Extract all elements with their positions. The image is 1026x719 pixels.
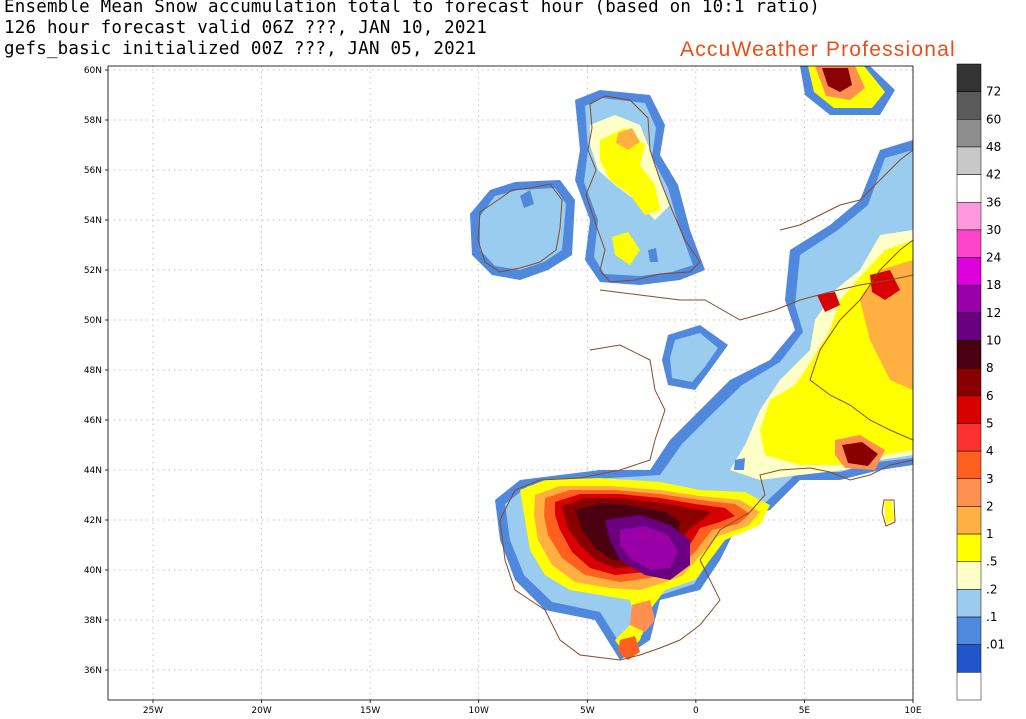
colorbar-label: 24 [986, 251, 1001, 265]
colorbar-label: 1 [986, 527, 994, 541]
colorbar-label: 36 [986, 195, 1001, 209]
lon-label: 10W [469, 706, 489, 716]
snow-area-ireland-inner [480, 188, 566, 270]
colorbar-label: .01 [986, 638, 1005, 652]
colorbar-swatch [956, 616, 982, 645]
lon-label: 20W [251, 706, 271, 716]
colorbar-swatch [956, 423, 982, 452]
colorbar-swatch [956, 229, 982, 258]
lat-label: 48N [84, 366, 102, 376]
snow-contours [470, 66, 913, 660]
colorbar-swatch [956, 533, 982, 562]
colorbar-swatch [956, 340, 982, 369]
colorbar-label: 2 [986, 499, 994, 513]
colorbar-label: 60 [986, 112, 1001, 126]
lat-label: 50N [84, 316, 102, 326]
colorbar-label: 4 [986, 444, 994, 458]
colorbar-label: 72 [986, 85, 1001, 99]
colorbar-label: 6 [986, 389, 994, 403]
lon-label: 0 [693, 706, 699, 716]
colorbar-swatch [956, 395, 982, 424]
coastlines [477, 95, 913, 661]
lat-label: 36N [84, 666, 102, 676]
colorbar-swatch [956, 312, 982, 341]
axis-labels: 60N 58N 56N 54N 52N 50N 48N 46N 44N 42N 40N 38N 36N 2… [84, 66, 922, 716]
colorbar: 72 60 48 42 36 30 24 18 12 10 8 6 5 4 3 2 1 .5 .2 .1 .01 [956, 63, 1005, 701]
colorbar-swatch [956, 561, 982, 590]
colorbar-label: 8 [986, 361, 994, 375]
snow-area-britain-core [600, 128, 660, 215]
lon-label: 25W [143, 706, 163, 716]
init-line: gefs_basic initialized 00Z ???, JAN 05, … [4, 39, 477, 59]
colorbar-swatch [956, 174, 982, 203]
colorbar-swatch [956, 506, 982, 535]
lat-label: 54N [84, 216, 102, 226]
colorbar-label: 48 [986, 140, 1001, 154]
colorbar-swatch [956, 672, 982, 701]
colorbar-label: 3 [986, 472, 994, 486]
lat-label: 46N [84, 416, 102, 426]
colorbar-label: .2 [986, 582, 997, 596]
colorbar-swatch [956, 257, 982, 286]
colorbar-label: 12 [986, 306, 1001, 320]
colorbar-swatch [956, 478, 982, 507]
lon-label: 5W [580, 706, 595, 716]
map-title: Ensemble Mean Snow accumulation total to… [4, 0, 820, 17]
colorbar-label: 5 [986, 416, 994, 430]
map-frame [107, 65, 914, 701]
colorbar-swatch [956, 146, 982, 175]
colorbar-swatch [956, 589, 982, 618]
lon-label: 15W [360, 706, 380, 716]
colorbar-swatch [956, 367, 982, 397]
colorbar-swatch [956, 119, 982, 148]
lat-label: 44N [84, 466, 102, 476]
colorbar-swatch [956, 644, 982, 673]
colorbar-swatch [956, 91, 982, 120]
brand-logo: AccuWeather Professional [680, 38, 956, 61]
lat-label: 58N [84, 116, 102, 126]
lat-label: 42N [84, 516, 102, 526]
colorbar-label: 10 [986, 334, 1001, 348]
colorbar-swatch [956, 202, 982, 231]
lat-label: 52N [84, 266, 102, 276]
colorbar-swatch [956, 284, 982, 314]
colorbar-label: 30 [986, 223, 1001, 237]
forecast-valid-line: 126 hour forecast valid 06Z ???, JAN 10,… [4, 18, 488, 38]
lat-label: 60N [84, 66, 102, 76]
lat-label: 40N [84, 566, 102, 576]
colorbar-label: .1 [986, 610, 997, 624]
colorbar-label: 42 [986, 168, 1001, 182]
lat-label: 56N [84, 166, 102, 176]
colorbar-label: 18 [986, 278, 1001, 292]
lon-label: 10E [904, 706, 921, 716]
lon-label: 5E [799, 706, 811, 716]
colorbar-label: .5 [986, 555, 997, 569]
colorbar-swatch [956, 450, 982, 480]
lat-label: 38N [84, 616, 102, 626]
colorbar-swatch [956, 63, 982, 92]
